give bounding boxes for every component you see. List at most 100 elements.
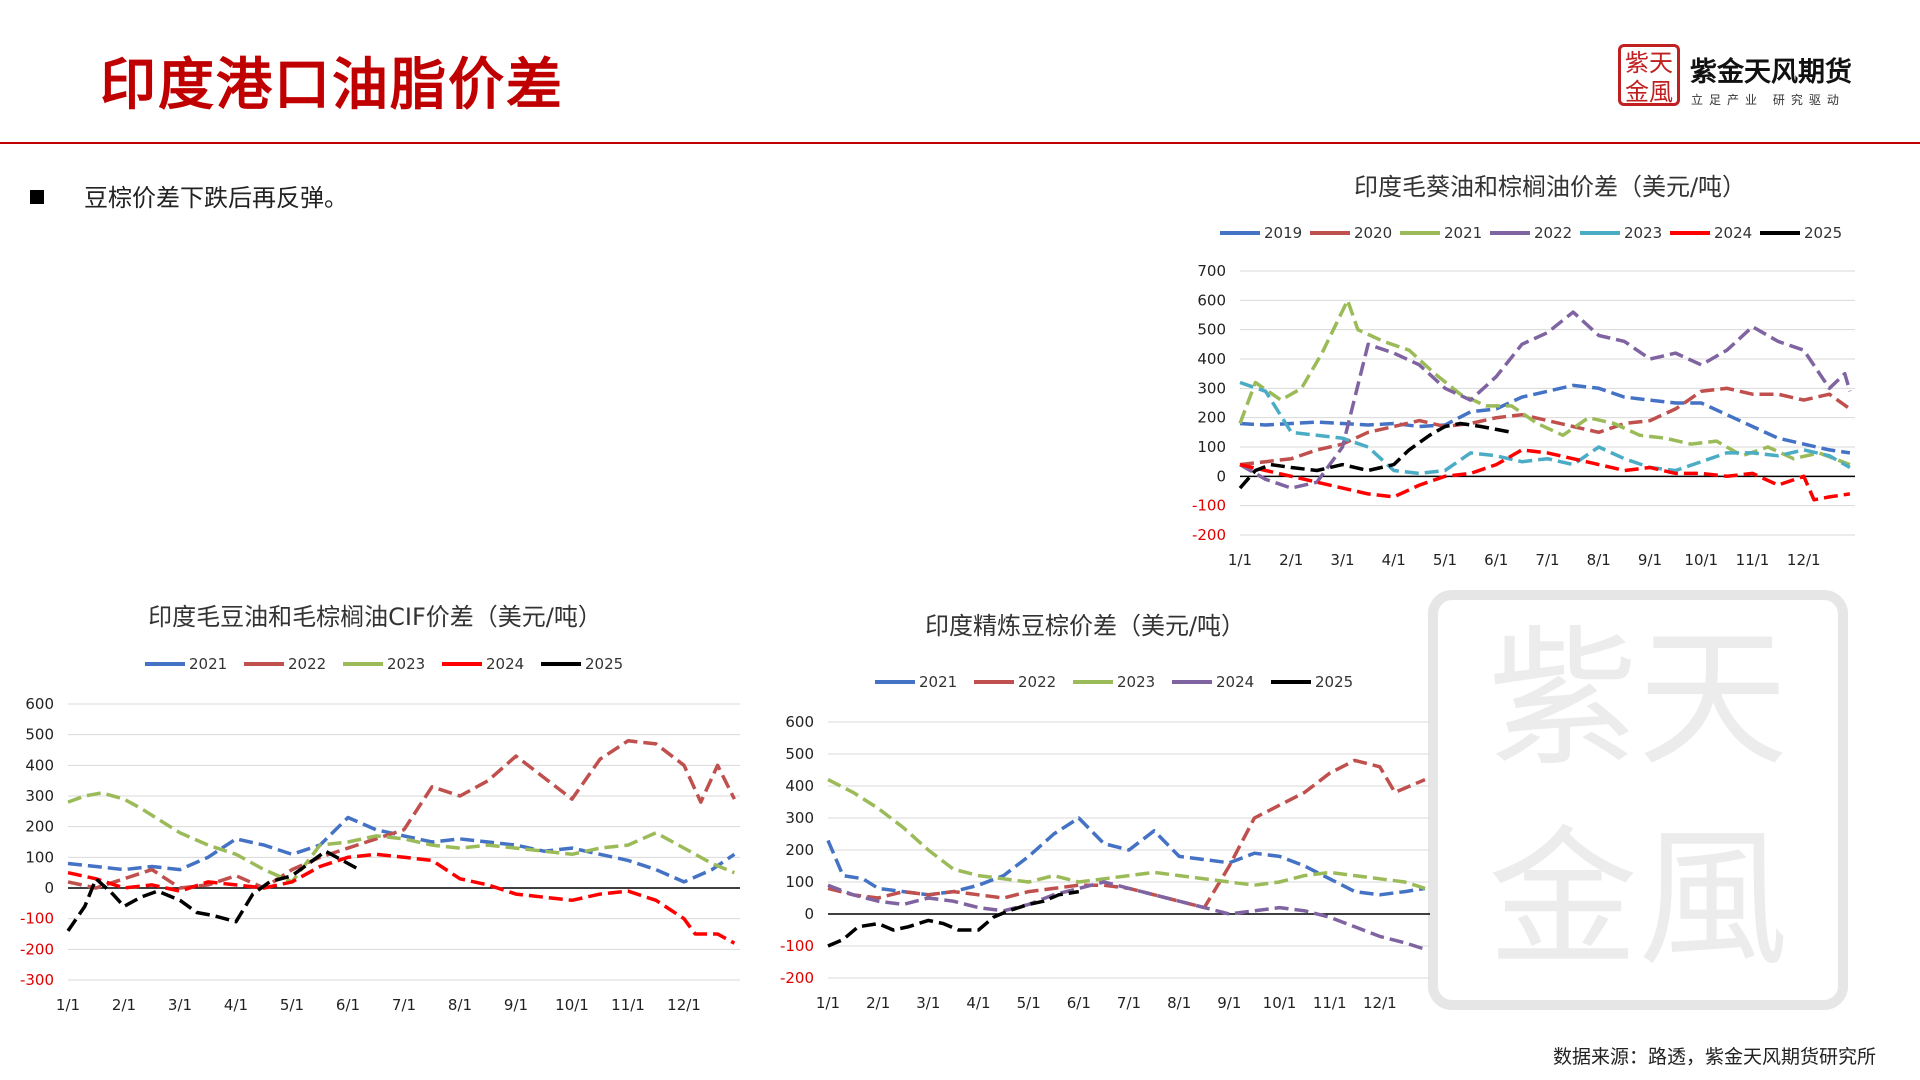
x-tick-label: 2/1 bbox=[112, 996, 136, 1014]
y-tick-label: 500 bbox=[1197, 321, 1226, 339]
y-tick-label: 0 bbox=[44, 879, 54, 897]
series-line-2025 bbox=[827, 889, 1080, 948]
x-tick-label: 11/1 bbox=[611, 996, 645, 1014]
chart-title: 印度精炼豆棕价差（美元/吨） bbox=[925, 612, 1245, 640]
x-tick-label: 8/1 bbox=[1587, 551, 1611, 569]
bullet-point: 豆棕价差下跌后再反弹。 bbox=[30, 178, 348, 213]
series-line-2021 bbox=[67, 815, 736, 884]
y-tick-label: 300 bbox=[785, 809, 814, 827]
bullet-text: 豆棕价差下跌后再反弹。 bbox=[84, 184, 348, 212]
y-tick-label: 500 bbox=[785, 745, 814, 763]
y-tick-label: 600 bbox=[1197, 291, 1226, 309]
y-tick-label: 200 bbox=[785, 841, 814, 859]
x-tick-label: 12/1 bbox=[1363, 994, 1397, 1012]
data-source: 数据来源：路透，紫金天风期货研究所 bbox=[1552, 1046, 1876, 1068]
y-tick-label: 100 bbox=[785, 873, 814, 891]
y-tick-label: 300 bbox=[25, 787, 54, 805]
series-line-2025 bbox=[1238, 421, 1512, 490]
header-divider bbox=[0, 142, 1920, 144]
x-tick-label: 1/1 bbox=[56, 996, 80, 1014]
series-line-2024 bbox=[827, 880, 1426, 951]
legend-label: 2022 bbox=[1534, 224, 1572, 242]
legend-label: 2025 bbox=[585, 655, 623, 673]
chart-title: 印度毛豆油和毛棕榈油CIF价差（美元/吨） bbox=[148, 603, 602, 631]
y-tick-label: -200 bbox=[20, 940, 54, 958]
legend-label: 2024 bbox=[1216, 673, 1254, 691]
legend-label: 2025 bbox=[1315, 673, 1353, 691]
chart-title: 印度毛葵油和棕榈油价差（美元/吨） bbox=[1354, 173, 1746, 201]
x-tick-label: 7/1 bbox=[1117, 994, 1141, 1012]
x-tick-label: 3/1 bbox=[916, 994, 940, 1012]
x-tick-label: 10/1 bbox=[1684, 551, 1718, 569]
y-tick-label: -100 bbox=[20, 910, 54, 928]
legend-label: 2022 bbox=[1018, 673, 1056, 691]
y-tick-label: -100 bbox=[1192, 497, 1226, 515]
x-tick-label: 3/1 bbox=[1330, 551, 1354, 569]
y-tick-label: 700 bbox=[1197, 262, 1226, 280]
y-tick-label: 400 bbox=[1197, 350, 1226, 368]
series-line-2022 bbox=[827, 758, 1426, 910]
legend-label: 2021 bbox=[919, 673, 957, 691]
y-tick-label: 300 bbox=[1197, 379, 1226, 397]
watermark-logo: 紫天金風 bbox=[1428, 590, 1848, 1010]
x-tick-label: 5/1 bbox=[1017, 994, 1041, 1012]
x-tick-label: 11/1 bbox=[1736, 551, 1770, 569]
legend-label: 2025 bbox=[1804, 224, 1842, 242]
series-line-2021 bbox=[826, 816, 1426, 897]
series-line-2023 bbox=[827, 778, 1426, 891]
y-tick-label: 0 bbox=[804, 905, 814, 923]
chart-refined-soy-palm-spread: 印度精炼豆棕价差（美元/吨） 2021 2022 2023 2024 2025 -200 -1… bbox=[780, 612, 1430, 1012]
y-tick-label: 500 bbox=[25, 726, 54, 744]
x-tick-label: 9/1 bbox=[504, 996, 528, 1014]
legend-label: 2022 bbox=[288, 655, 326, 673]
x-tick-label: 4/1 bbox=[224, 996, 248, 1014]
x-tick-label: 5/1 bbox=[280, 996, 304, 1014]
x-tick-label: 7/1 bbox=[392, 996, 416, 1014]
x-tick-label: 4/1 bbox=[966, 994, 990, 1012]
series-line-2019 bbox=[1239, 383, 1851, 455]
y-tick-label: 400 bbox=[25, 756, 54, 774]
series-line-2025 bbox=[66, 849, 361, 932]
legend-label: 2023 bbox=[1624, 224, 1662, 242]
series-line-2024 bbox=[67, 852, 736, 945]
x-tick-label: 1/1 bbox=[1228, 551, 1252, 569]
series-line-2022 bbox=[1239, 310, 1852, 490]
x-tick-label: 5/1 bbox=[1433, 551, 1457, 569]
x-tick-label: 6/1 bbox=[336, 996, 360, 1014]
series-line-2023 bbox=[67, 791, 736, 884]
chart-soy-palm-cif-spread: 印度毛豆油和毛棕榈油CIF价差（美元/吨） 2021 2022 2023 2024 202… bbox=[20, 603, 740, 1014]
chart-sunflower-palm-spread: 印度毛葵油和棕榈油价差（美元/吨） 2019 2020 2021 2022 2023 202… bbox=[1192, 173, 1855, 569]
y-tick-label: 600 bbox=[785, 713, 814, 731]
series-line-2023 bbox=[1239, 380, 1851, 476]
y-tick-label: 400 bbox=[785, 777, 814, 795]
series-line-2024 bbox=[1239, 448, 1851, 502]
y-tick-label: 100 bbox=[25, 848, 54, 866]
y-tick-label: 600 bbox=[25, 695, 54, 713]
series-line-2021 bbox=[1238, 298, 1851, 467]
series-line-2022 bbox=[67, 739, 736, 890]
x-tick-label: 9/1 bbox=[1638, 551, 1662, 569]
x-tick-label: 6/1 bbox=[1484, 551, 1508, 569]
legend-label: 2023 bbox=[1117, 673, 1155, 691]
x-tick-label: 9/1 bbox=[1217, 994, 1241, 1012]
x-tick-label: 8/1 bbox=[448, 996, 472, 1014]
y-tick-label: -200 bbox=[1192, 526, 1226, 544]
y-tick-label: 100 bbox=[1197, 438, 1226, 456]
x-tick-label: 4/1 bbox=[1382, 551, 1406, 569]
y-tick-label: -300 bbox=[20, 971, 54, 989]
x-tick-label: 2/1 bbox=[1279, 551, 1303, 569]
x-tick-label: 12/1 bbox=[1787, 551, 1821, 569]
x-tick-label: 8/1 bbox=[1167, 994, 1191, 1012]
legend-label: 2021 bbox=[1444, 224, 1482, 242]
legend-label: 2024 bbox=[1714, 224, 1752, 242]
x-tick-label: 3/1 bbox=[168, 996, 192, 1014]
x-tick-label: 11/1 bbox=[1313, 994, 1347, 1012]
legend-label: 2023 bbox=[387, 655, 425, 673]
x-tick-label: 7/1 bbox=[1535, 551, 1559, 569]
y-tick-label: -200 bbox=[780, 969, 814, 987]
page-title: 印度港口油脂价差 bbox=[100, 52, 564, 118]
legend-label: 2019 bbox=[1264, 224, 1302, 242]
x-tick-label: 2/1 bbox=[866, 994, 890, 1012]
legend-label: 2021 bbox=[189, 655, 227, 673]
x-tick-label: 12/1 bbox=[667, 996, 701, 1014]
